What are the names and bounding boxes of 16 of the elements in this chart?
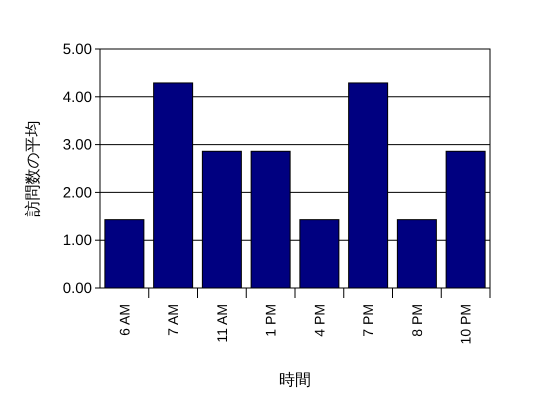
x-tick-label: 11 AM	[214, 304, 230, 343]
y-axis-title: 訪問数の平均	[24, 120, 42, 216]
y-tick-label: 1.00	[62, 232, 92, 250]
y-tick-label: 3.00	[62, 136, 92, 154]
x-tick-label: 7 AM	[165, 304, 182, 336]
x-tick-label: 6 AM	[116, 304, 132, 336]
x-tick-label: 1 PM	[262, 304, 279, 337]
x-tick-label: 4 PM	[311, 304, 328, 337]
y-tick-label: 2.00	[62, 184, 92, 202]
x-tick-label: 10 PM	[458, 304, 474, 344]
y-tick-label: 5.00	[62, 41, 92, 58]
x-tick-label: 8 PM	[408, 304, 425, 337]
x-axis-title: 時間	[279, 371, 311, 389]
y-tick-label: 4.00	[62, 88, 92, 106]
y-tick-label: 0.00	[62, 280, 92, 297]
x-tick-label: 7 PM	[360, 304, 376, 337]
